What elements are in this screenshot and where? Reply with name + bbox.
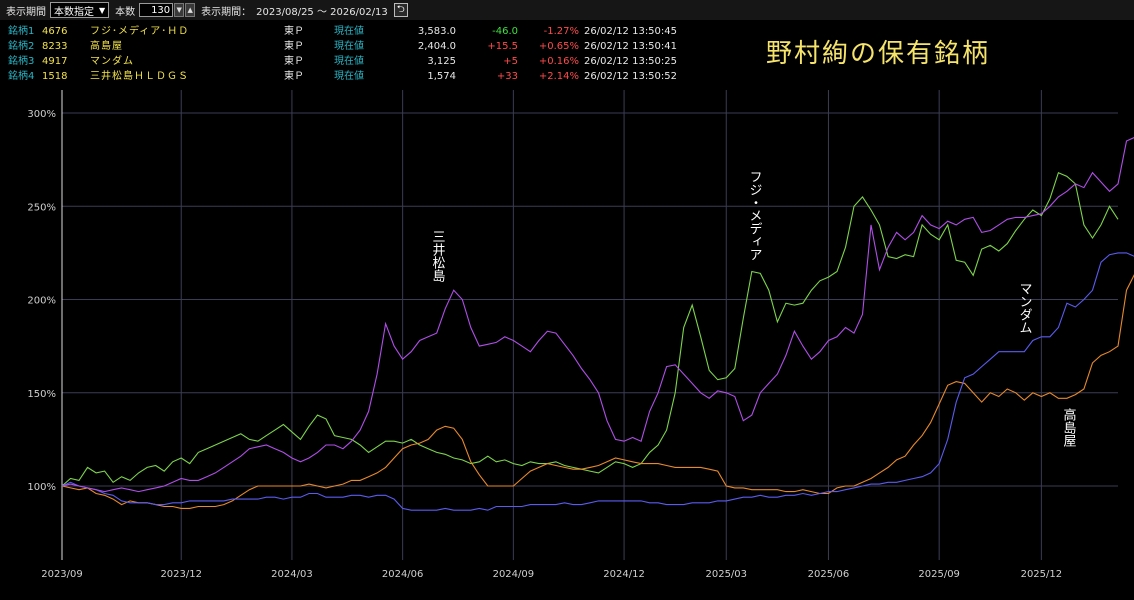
series-mitsui-matsushima-line — [61, 137, 1134, 493]
legend-market: 東Ｐ — [284, 41, 304, 52]
legend-kind: 現在値 — [334, 56, 364, 67]
legend-pct: +0.65% — [538, 41, 579, 52]
legend-change: +33 — [496, 71, 518, 82]
legend-row[interactable]: 銘柄4 1518 三井松島ＨＬＤＧＳ 東Ｐ 現在値 1,574 +33 +2.1… — [0, 70, 760, 84]
annotation-mitsui-matsushima: 三井松島 — [430, 230, 446, 282]
annotation-takashimaya: 高島屋 — [1061, 407, 1077, 448]
legend-name: マンダム — [90, 56, 134, 67]
y-tick-label: 250% — [27, 202, 56, 213]
display-period-label: 表示期間 — [6, 6, 46, 18]
period-mode-value: 本数指定 — [54, 6, 94, 18]
count-dropdown-icon[interactable]: ▼ — [174, 3, 185, 17]
refresh-icon[interactable]: ⮌ — [393, 3, 408, 17]
x-tick-label: 2023/12 — [160, 569, 202, 580]
line-chart[interactable]: 300% 250% 200% 150% 100% 2023/09 2023/12 2024/0… — [0, 90, 1134, 598]
y-tick-label: 300% — [27, 109, 56, 120]
y-tick-label: 150% — [27, 389, 56, 400]
legend-change: +15.5 — [487, 41, 518, 52]
x-tick-label: 2024/09 — [493, 569, 535, 580]
legend-change: +5 — [503, 56, 518, 67]
legend-code: 8233 — [42, 41, 68, 52]
period-mode-select[interactable]: 本数指定 ▼ — [50, 2, 110, 18]
legend-time: 26/02/12 13:50:41 — [584, 41, 678, 52]
legend-market: 東Ｐ — [284, 71, 304, 82]
legend-pct: +0.16% — [538, 56, 579, 67]
y-tick-label: 100% — [27, 482, 56, 493]
legend-row[interactable]: 銘柄3 4917 マンダム 東Ｐ 現在値 3,125 +5 +0.16% 26/… — [0, 55, 760, 69]
plot-background — [0, 90, 1134, 598]
legend-time: 26/02/12 13:50:45 — [584, 26, 678, 37]
count-label: 本数 — [115, 6, 136, 18]
x-tick-label: 2023/09 — [41, 569, 83, 580]
annotation-mandom: マンダム — [1017, 282, 1032, 334]
legend-row[interactable]: 銘柄2 8233 高島屋 東Ｐ 現在値 2,404.0 +15.5 +0.65%… — [0, 40, 760, 54]
x-tick-label: 2024/06 — [382, 569, 424, 580]
x-tick-label: 2025/09 — [918, 569, 960, 580]
series-takashimaya-line — [61, 274, 1134, 509]
count-up-icon[interactable]: ▲ — [185, 3, 196, 17]
legend-kind: 現在値 — [334, 41, 364, 52]
x-tick-label: 2024/12 — [603, 569, 645, 580]
series-fuji-media-line — [61, 171, 1119, 487]
legend-market: 東Ｐ — [284, 26, 304, 37]
x-tick-label: 2025/06 — [808, 569, 850, 580]
chart-title: 野村絢の保有銘柄 — [766, 39, 991, 69]
legend-change: -46.0 — [492, 26, 518, 37]
legend-price: 1,574 — [427, 71, 456, 82]
legend-code: 4917 — [42, 56, 68, 67]
legend-price: 3,583.0 — [417, 26, 456, 37]
legend-market: 東Ｐ — [284, 56, 304, 67]
chevron-down-icon: ▼ — [99, 5, 106, 15]
count-input[interactable]: 130 — [139, 3, 174, 17]
legend-row[interactable]: 銘柄1 4676 フジ･メディア･ＨＤ 東Ｐ 現在値 3,583.0 -46.0… — [0, 25, 760, 39]
annotation-fuji-media: フジ・メディア — [747, 170, 762, 261]
legend-kind: 現在値 — [334, 71, 364, 82]
legend-tag: 銘柄1 — [8, 26, 35, 37]
legend-tag: 銘柄3 — [8, 56, 35, 67]
legend-time: 26/02/12 13:50:25 — [584, 56, 678, 67]
toolbar: 表示期間 本数指定 ▼ 本数 130 ▼ ▲ 表示期間： 2023/08/25 ～… — [0, 0, 1134, 20]
legend-code: 4676 — [42, 26, 68, 37]
x-tick-label: 2025/12 — [1021, 569, 1063, 580]
x-tick-label: 2025/03 — [705, 569, 747, 580]
legend-code: 1518 — [42, 71, 68, 82]
legend-name: フジ･メディア･ＨＤ — [90, 26, 190, 37]
legend-kind: 現在値 — [334, 26, 364, 37]
legend-name: 高島屋 — [90, 41, 123, 52]
series-mandom-line — [61, 252, 1134, 511]
legend-time: 26/02/12 13:50:52 — [584, 71, 678, 82]
range-value: 2023/08/25 ～ 2026/02/13 — [256, 6, 388, 18]
y-tick-label: 200% — [27, 296, 56, 307]
legend-price: 3,125 — [427, 56, 456, 67]
legend-pct: +2.14% — [538, 71, 579, 82]
legend-tag: 銘柄4 — [8, 71, 35, 82]
legend-pct: -1.27% — [543, 26, 579, 37]
legend-price: 2,404.0 — [417, 41, 456, 52]
legend-name: 三井松島ＨＬＤＧＳ — [90, 71, 189, 82]
legend-tag: 銘柄2 — [8, 41, 35, 52]
x-tick-label: 2024/03 — [271, 569, 313, 580]
range-label: 表示期間： — [201, 6, 252, 18]
